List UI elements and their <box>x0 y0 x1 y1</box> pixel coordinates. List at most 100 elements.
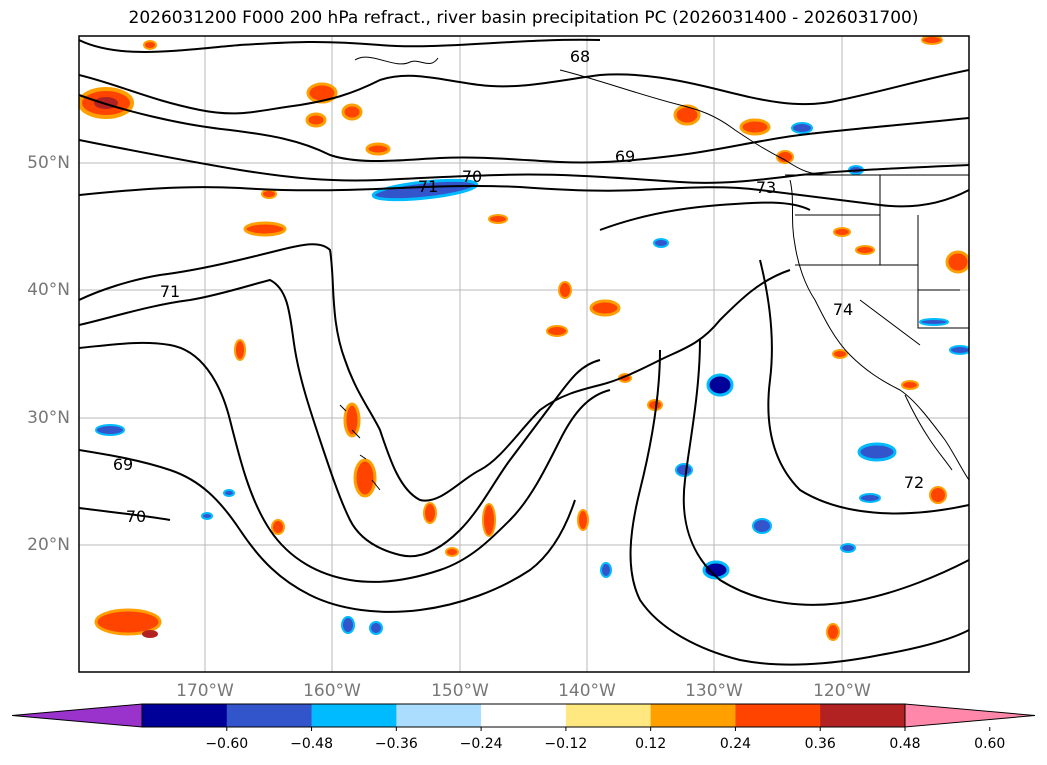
colorbar-tick-label: −0.24 <box>459 736 503 752</box>
colorbar-tick-label: 0.48 <box>889 736 921 752</box>
precip-blob <box>826 623 840 641</box>
precip-blob <box>243 221 287 237</box>
precip-blob <box>949 345 969 355</box>
precip-blob <box>673 104 701 126</box>
colorbar-segment <box>396 704 482 727</box>
precip-blob <box>371 178 479 202</box>
baja-coast <box>904 394 953 471</box>
contour-70c <box>79 507 171 521</box>
precip-blob <box>702 560 730 580</box>
precip-blob <box>600 562 612 578</box>
lon-label-130w: 130°W <box>685 681 743 701</box>
map-frame <box>78 35 970 673</box>
precip-blob <box>261 189 277 199</box>
colorbar-segment <box>142 704 228 727</box>
chart-title: 2026031200 F000 200 hPa refract., river … <box>128 8 919 28</box>
precip-blob <box>445 547 459 557</box>
colorbar-tick-label: −0.60 <box>205 736 249 752</box>
contour-69 <box>79 69 969 115</box>
contour-label-69b: 69 <box>113 455 133 474</box>
precip-blob <box>945 250 969 274</box>
colorbar-tick-label: −0.36 <box>374 736 418 752</box>
lon-label-160w: 160°W <box>303 681 361 701</box>
contour-label-70: 70 <box>462 167 482 186</box>
lon-label-120w: 120°W <box>813 681 871 701</box>
precip-blob <box>341 616 355 634</box>
contour-69c <box>79 449 576 613</box>
contour-73 <box>599 201 811 231</box>
precip-blob <box>840 543 856 553</box>
precip-blob <box>488 214 508 224</box>
contour-73b <box>682 339 969 606</box>
colorbar-tick-label: 0.24 <box>719 736 752 752</box>
lon-label-140w: 140°W <box>558 681 616 701</box>
contour-label-68: 68 <box>570 47 590 66</box>
lon-label-170w: 170°W <box>176 681 234 701</box>
precip-blob <box>482 503 496 537</box>
contour-68 <box>79 38 601 53</box>
alaska-coast <box>354 56 831 176</box>
precip-blob <box>201 512 213 520</box>
precip-blob <box>306 82 338 104</box>
contour-label-73: 73 <box>756 178 776 197</box>
contour-label-70b: 70 <box>126 507 146 526</box>
contour-70b <box>79 341 611 583</box>
contour-label-74: 74 <box>833 300 853 319</box>
colorbar-segment <box>226 704 313 727</box>
precip-blob <box>855 245 875 255</box>
precip-blob <box>142 630 158 638</box>
precip-blob <box>271 519 285 535</box>
refractivity-contours <box>79 38 969 666</box>
precip-blob <box>859 493 881 503</box>
hawaii-islands <box>339 404 381 491</box>
precip-blob <box>929 486 947 504</box>
colorbar-segment <box>650 704 736 727</box>
contour-label-69: 69 <box>615 147 635 166</box>
precip-blob <box>739 118 771 136</box>
precip-blob <box>577 509 589 531</box>
colorbar-segment <box>565 704 652 727</box>
colorbar-segment <box>311 704 397 727</box>
precip-blob <box>653 238 669 248</box>
colorbar-tick-label: −0.48 <box>290 736 333 752</box>
lat-label-50n: 50°N <box>27 153 70 173</box>
colorbar-segment <box>820 704 906 727</box>
precip-blob <box>675 463 693 477</box>
precip-blob <box>921 36 943 45</box>
colorbar <box>11 703 1036 731</box>
precip-blob <box>365 142 391 156</box>
precip-blob <box>776 150 794 164</box>
lon-label-150w: 150°W <box>431 681 489 701</box>
precip-blob <box>343 402 361 438</box>
contour-label-71b: 71 <box>418 177 438 196</box>
precip-blob <box>234 339 246 361</box>
contour-70 <box>79 139 969 184</box>
precip-blob <box>223 489 235 497</box>
contour-71 <box>79 184 969 208</box>
precip-blob <box>901 380 919 390</box>
contour-label-72: 72 <box>904 473 924 492</box>
colorbar-tick-label: 0.36 <box>804 736 836 752</box>
colorbar-outline <box>141 703 906 728</box>
precip-blob <box>832 349 848 359</box>
lat-label-20n: 20°N <box>27 535 70 555</box>
precip-blobs <box>79 36 969 641</box>
colorbar-extend-max <box>904 703 1036 728</box>
na-west-coast <box>789 179 969 481</box>
contour-74 <box>759 259 969 515</box>
contour-72b <box>629 349 969 666</box>
colorbar-segment <box>735 704 821 727</box>
coastlines <box>339 56 969 491</box>
precip-blob <box>423 502 437 524</box>
precip-blob <box>752 518 772 534</box>
precip-blob <box>857 442 897 462</box>
precip-blob <box>341 103 363 121</box>
colorbar-extend-min <box>11 703 143 728</box>
precip-blob <box>589 299 621 317</box>
precip-blob <box>95 424 125 436</box>
precip-blob <box>919 318 949 326</box>
precip-blob <box>353 458 377 498</box>
precip-blob <box>558 281 572 299</box>
contour-label-71: 71 <box>160 282 180 301</box>
